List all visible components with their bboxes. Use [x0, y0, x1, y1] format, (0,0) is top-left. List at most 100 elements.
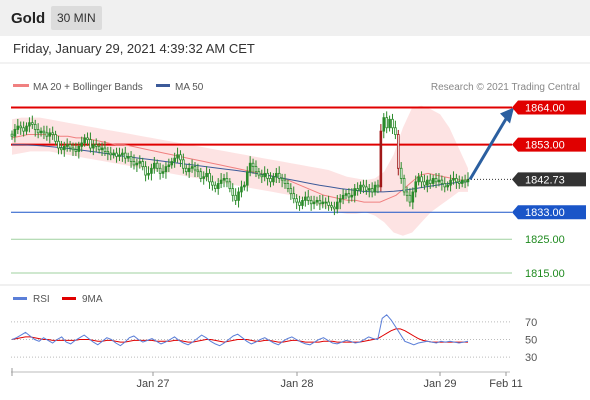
ma50-line [12, 144, 469, 193]
candle-body [295, 198, 298, 203]
rsi-panel: 70 50 30 [11, 314, 537, 364]
candle-body [431, 178, 435, 184]
candle-body [283, 179, 287, 184]
candle-body [301, 199, 304, 206]
candle-body [202, 176, 205, 179]
candle-body [33, 123, 37, 130]
projection-shaft [468, 114, 510, 181]
candle-body [420, 176, 423, 183]
candle-body [103, 147, 107, 152]
candle-body [129, 156, 133, 162]
candle-body [86, 137, 89, 140]
candle-body [51, 132, 54, 135]
candle-body [440, 179, 444, 184]
candle-body [31, 122, 34, 125]
candle-body [414, 181, 418, 193]
candle-body [234, 194, 237, 201]
candle-body [60, 147, 63, 151]
candle-body [304, 196, 307, 201]
candle-body [277, 172, 281, 179]
candle-body [330, 205, 333, 208]
candle-body [94, 144, 98, 147]
candle-body [225, 178, 229, 183]
rsi-ma-line [11, 328, 468, 343]
level-label-1833.00: 1833.00 [525, 207, 565, 219]
candle-body [350, 194, 354, 198]
candle-body [135, 162, 139, 166]
candle-body [68, 144, 72, 149]
candle-body [356, 188, 359, 191]
candle-body [179, 154, 182, 161]
candle-body [199, 171, 203, 179]
time-axis-labels: Jan 27 Jan 28 Jan 29 Feb 11 [11, 368, 523, 390]
candle-body [121, 152, 124, 156]
candle-body [452, 178, 455, 181]
candle-body [391, 118, 394, 129]
candle-body [158, 167, 162, 174]
candle-body [347, 193, 351, 198]
candle-body [48, 132, 52, 137]
candle-body [216, 183, 220, 189]
candle-body [219, 179, 223, 184]
level-label-1825.00: 1825.00 [525, 234, 565, 246]
candle-body [263, 172, 266, 178]
candle-body [45, 132, 49, 137]
candle-body [71, 147, 75, 151]
candle-body [362, 184, 365, 188]
level-label-1853.00: 1853.00 [525, 140, 565, 152]
projection-arrow [468, 107, 514, 181]
candle-body [214, 184, 217, 189]
level-tag-1833.00 [512, 205, 586, 220]
candle-body [370, 188, 374, 193]
candle-body [187, 167, 191, 173]
candle-body [10, 133, 14, 137]
candle-body [292, 193, 296, 200]
candle-body [144, 166, 147, 176]
candle-body [269, 178, 272, 183]
candle-body [423, 181, 426, 186]
level-label-1842.73: 1842.73 [525, 174, 565, 186]
candle-body [312, 201, 316, 205]
candle-body [428, 179, 432, 184]
candle-body [231, 188, 235, 196]
rsi-ma-legend-label: 9MA [82, 294, 103, 305]
candle-body [382, 117, 386, 132]
candle-body [62, 145, 66, 151]
ma20-legend-label: MA 20 + Bollinger Bands [33, 82, 143, 93]
candle-body [184, 167, 188, 173]
candle-body [399, 167, 403, 179]
candle-body [411, 191, 415, 203]
ma20-legend-swatch [13, 84, 29, 87]
candle-body [272, 176, 275, 183]
candle-body [92, 144, 95, 149]
rsi-line [11, 314, 469, 347]
candle-body [123, 152, 127, 159]
candle-body [449, 179, 452, 186]
candle-body [237, 191, 240, 201]
candle-body [367, 188, 371, 191]
ma50-legend-swatch [156, 84, 170, 87]
candle-body [190, 166, 194, 169]
candle-body [260, 174, 264, 178]
candle-body [321, 201, 325, 205]
candle-body [251, 162, 255, 168]
candle-body [28, 122, 31, 127]
candle-body [365, 186, 368, 191]
candle-body [280, 178, 284, 181]
rsi-ma-legend-swatch [62, 297, 76, 300]
candlesticks [10, 111, 470, 216]
candle-body [74, 149, 78, 152]
candle-body [205, 172, 208, 178]
time-label-Jan-29: Jan 29 [423, 378, 456, 390]
timeframe-button[interactable]: 30 MIN [51, 6, 102, 30]
ma50-legend-label: MA 50 [175, 82, 204, 93]
time-label-Jan-27: Jan 27 [136, 378, 169, 390]
candle-body [460, 179, 464, 184]
candle-body [417, 176, 420, 183]
candle-body [42, 130, 46, 134]
candle-body [333, 206, 336, 210]
timestamp: Friday, January 29, 2021 4:39:32 AM CET [13, 41, 255, 56]
candle-body [359, 184, 362, 191]
candle-body [245, 171, 249, 186]
candle-body [286, 183, 290, 189]
